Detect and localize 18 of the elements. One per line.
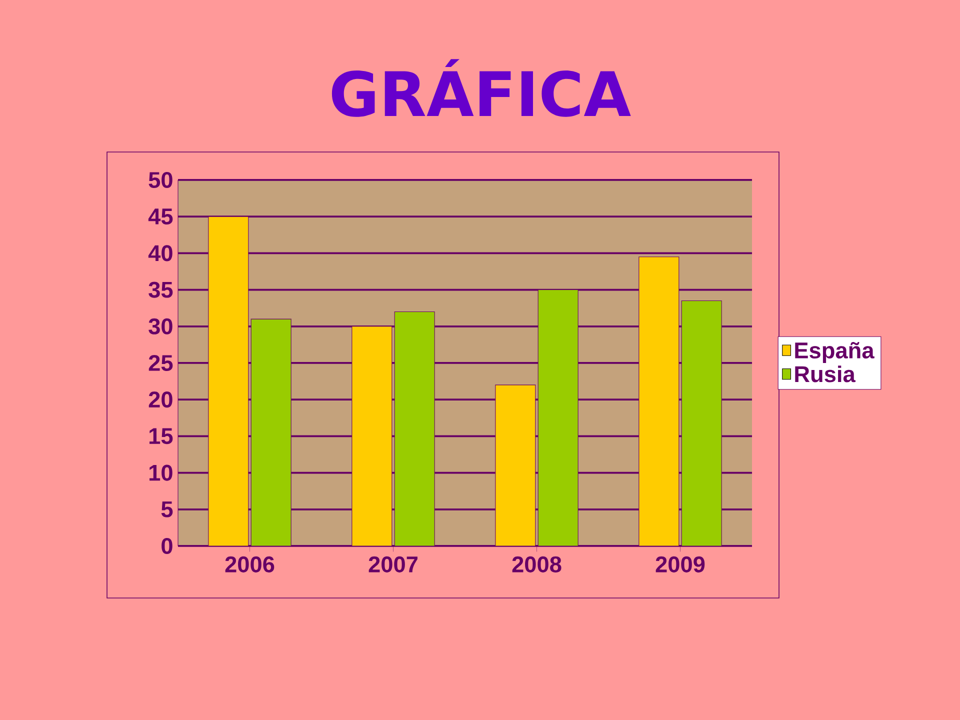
y-tick-label: 25 bbox=[148, 354, 173, 372]
y-tick-label: 35 bbox=[148, 282, 173, 298]
y-tick-label: 20 bbox=[148, 392, 172, 408]
y-tick-label: 5 bbox=[161, 501, 173, 518]
chart-title: GRÁFICA bbox=[332, 59, 631, 117]
x-tick-label: 2007 bbox=[368, 556, 418, 572]
y-tick-label: 40 bbox=[148, 245, 172, 262]
x-tick-label: 2008 bbox=[512, 556, 562, 572]
legend-label: Rusia bbox=[795, 366, 856, 382]
y-tick-label: 0 bbox=[162, 538, 172, 554]
x-tick-label: 2006 bbox=[225, 556, 274, 572]
x-tick-label: 2009 bbox=[656, 556, 705, 572]
y-tick-label: 30 bbox=[148, 318, 172, 334]
y-tick-label: 50 bbox=[148, 172, 172, 188]
y-tick-label: 10 bbox=[150, 464, 172, 481]
legend-label: España bbox=[795, 342, 874, 363]
y-tick-label: 45 bbox=[148, 208, 173, 225]
y-tick-label: 15 bbox=[150, 428, 173, 444]
